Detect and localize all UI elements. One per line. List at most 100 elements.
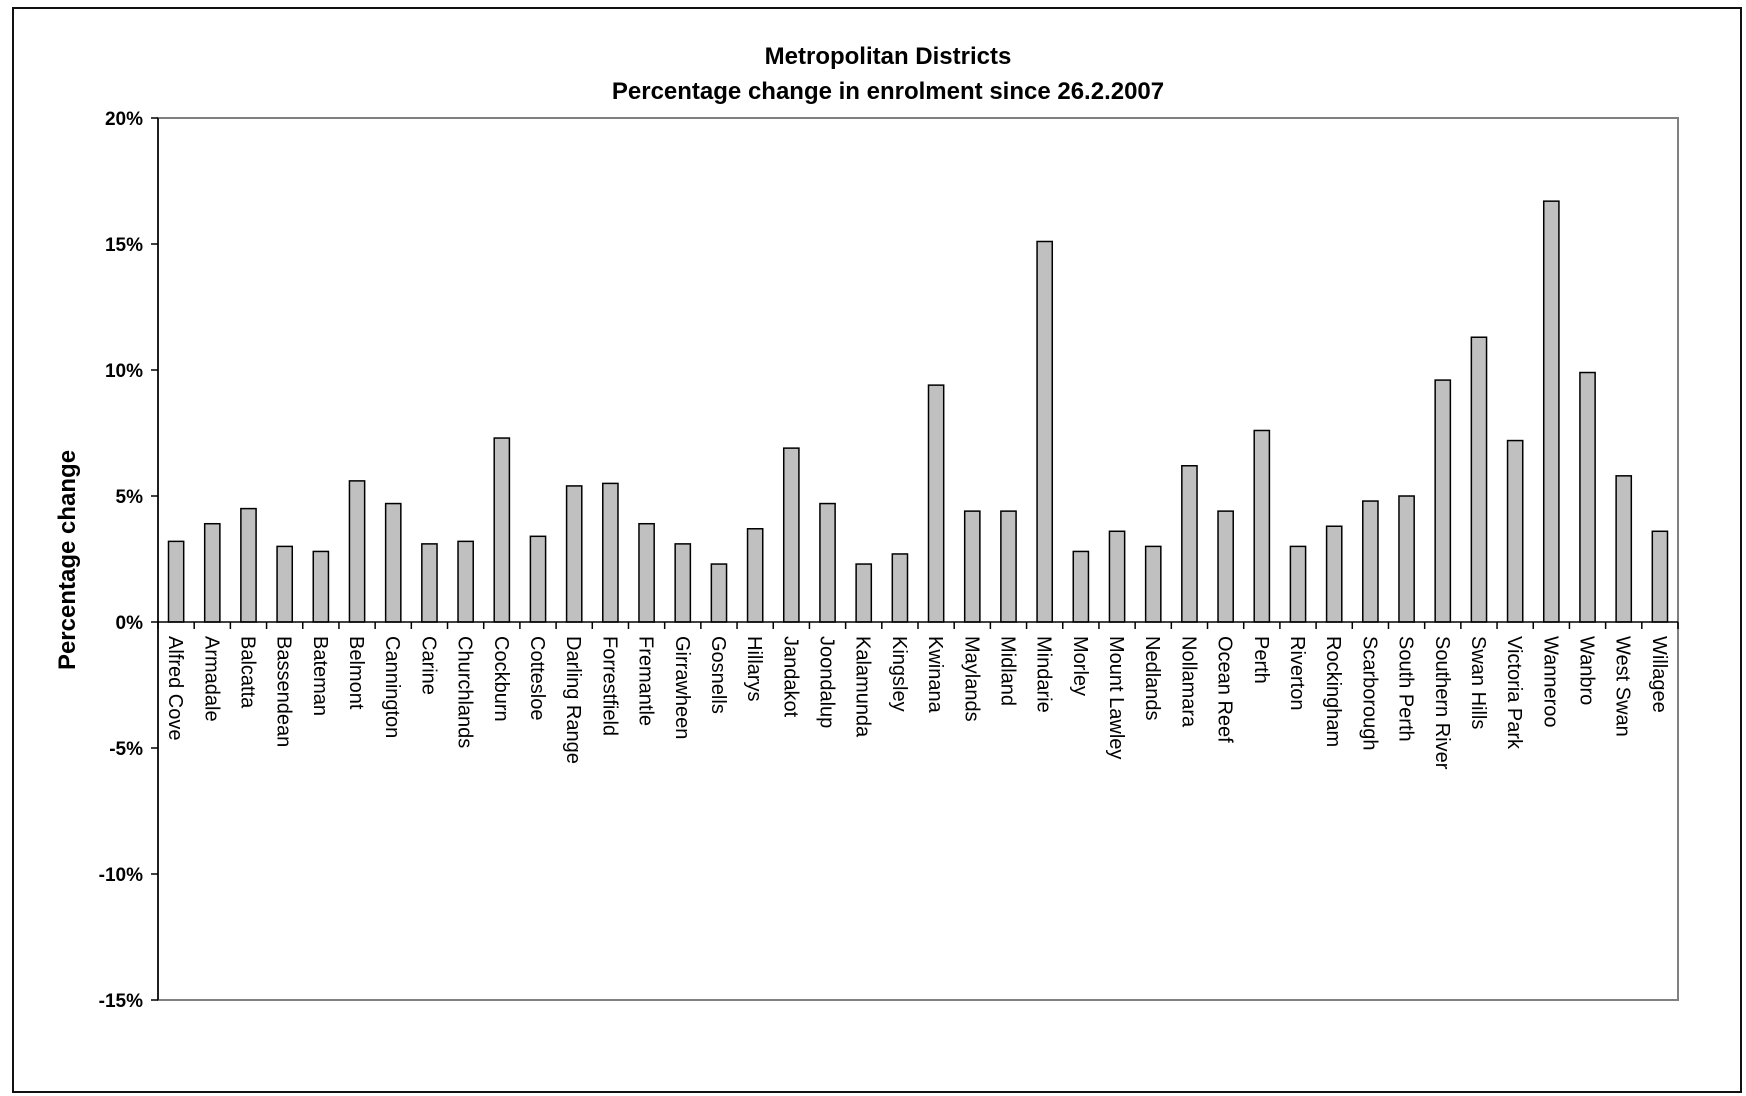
x-category-label: Morley	[1069, 636, 1091, 696]
y-tick-label: -5%	[109, 739, 143, 760]
x-category-label: Jandakot	[779, 636, 801, 718]
bar	[384, 502, 402, 623]
x-category-label: Maylands	[960, 636, 982, 722]
bar	[457, 540, 474, 623]
bar	[1181, 465, 1198, 623]
y-axis-title: Percentage change	[54, 450, 81, 670]
x-category-label: Southern River	[1431, 636, 1453, 770]
x-category-label: Bassendean	[273, 636, 295, 747]
x-category-label: Nollamara	[1177, 636, 1199, 728]
bar	[1542, 200, 1560, 623]
bar	[1253, 429, 1271, 623]
bar	[1434, 379, 1452, 623]
x-category-label: Kalamunda	[852, 636, 874, 738]
x-category-label: Balcatta	[236, 636, 258, 709]
y-tick-label: 5%	[116, 487, 144, 508]
x-category-label: Girrawheen	[671, 636, 693, 739]
plot-area	[157, 117, 1679, 1001]
bar	[638, 522, 655, 623]
chart-subtitle: Percentage change in enrolment since 26.…	[612, 78, 1164, 105]
bar	[782, 447, 800, 623]
y-tick-label: 15%	[105, 235, 143, 256]
bar	[1362, 500, 1379, 623]
bar	[1470, 336, 1488, 623]
bar	[891, 553, 909, 623]
x-category-label: Midland	[996, 636, 1018, 706]
bar	[819, 502, 836, 623]
bar	[1579, 371, 1596, 623]
x-category-label: Kwinana	[924, 636, 946, 714]
bar	[240, 507, 257, 623]
bar	[1398, 495, 1415, 623]
bar	[1036, 240, 1054, 623]
x-category-label: Armadale	[200, 636, 222, 722]
chart-title: Metropolitan Districts	[765, 43, 1012, 70]
x-category-label: Cottesloe	[526, 636, 548, 721]
x-category-label: Carine	[417, 636, 439, 695]
x-category-label: Fremantle	[635, 636, 657, 726]
x-category-label: Willagee	[1648, 636, 1670, 713]
x-category-label: Nedlands	[1141, 636, 1163, 721]
bar	[1144, 545, 1162, 623]
x-category-label: Belmont	[345, 636, 367, 710]
x-category-label: Gosnells	[707, 636, 729, 714]
y-tick-label: 0%	[116, 613, 144, 634]
x-category-label: Cannington	[381, 636, 403, 738]
x-category-label: Bateman	[309, 636, 331, 716]
bar	[674, 543, 692, 623]
bar	[1072, 550, 1090, 623]
bar	[276, 545, 294, 623]
x-category-label: Wanneroo	[1539, 636, 1561, 728]
bar	[1217, 510, 1234, 623]
bar-series	[167, 200, 1669, 623]
bar	[348, 480, 366, 623]
bar	[746, 528, 764, 623]
bar	[927, 384, 945, 623]
x-category-label: Ocean Reef	[1214, 636, 1236, 743]
bar	[1000, 510, 1017, 623]
x-category-label: Mindarie	[1033, 636, 1055, 713]
x-category-label: Darling Range	[562, 636, 584, 764]
bar	[167, 540, 185, 623]
bar	[312, 550, 330, 623]
x-category-label: Joondalup	[816, 636, 838, 728]
y-tick-label: -15%	[99, 991, 143, 1012]
x-category-label: West Swan	[1612, 636, 1634, 737]
bar	[493, 437, 511, 623]
x-category-label: Wanbro	[1576, 636, 1598, 705]
x-category-label: Victoria Park	[1503, 636, 1525, 750]
bar	[1615, 475, 1633, 623]
bar	[1651, 530, 1669, 623]
x-category-label: Hillarys	[743, 636, 765, 702]
x-category-label: Swan Hills	[1467, 636, 1489, 729]
bar	[602, 482, 619, 623]
bar	[1506, 439, 1524, 623]
x-category-label: Perth	[1250, 636, 1272, 684]
bar	[1325, 525, 1343, 623]
bar	[855, 563, 873, 623]
bar	[963, 510, 981, 623]
bar	[1289, 545, 1307, 623]
x-axis-category-labels: Alfred Cove Armadale Balcatta Bassendean Bat…	[164, 636, 1670, 770]
y-axis-ticks: 20% 15% 10% 5% 0% -5% -10% -15%	[99, 109, 158, 1012]
x-category-label: Cockburn	[490, 636, 512, 722]
x-category-label: South Perth	[1395, 636, 1417, 742]
y-tick-label: 10%	[105, 361, 143, 382]
x-category-label: Riverton	[1286, 636, 1308, 710]
x-axis-ticks	[157, 622, 1679, 629]
x-category-label: Scarborough	[1358, 636, 1380, 751]
bar	[421, 543, 438, 623]
x-category-label: Churchlands	[454, 636, 476, 748]
bar	[203, 522, 221, 623]
bar	[565, 485, 583, 623]
x-category-label: Rockingham	[1322, 636, 1344, 747]
y-tick-label: -10%	[99, 865, 143, 886]
x-category-label: Forrestfield	[598, 636, 620, 736]
x-category-label: Mount Lawley	[1105, 636, 1127, 759]
bar	[710, 563, 728, 623]
y-tick-label: 20%	[105, 109, 143, 130]
x-category-label: Alfred Cove	[164, 636, 186, 741]
bar	[529, 535, 547, 623]
bar	[1108, 530, 1126, 623]
